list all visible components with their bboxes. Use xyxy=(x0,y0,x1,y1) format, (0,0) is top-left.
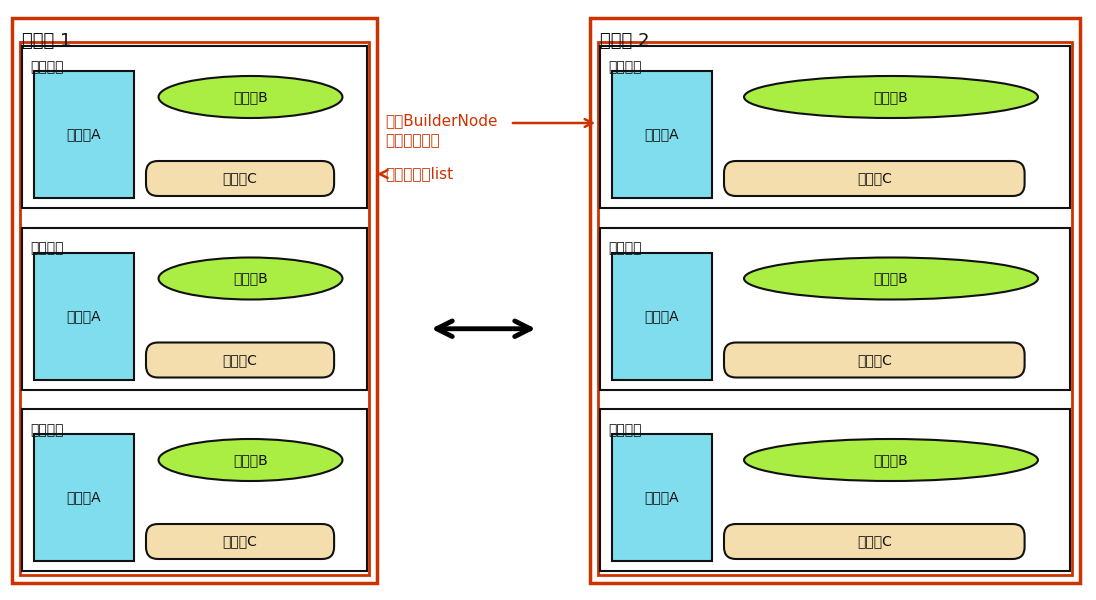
Text: 复用组件: 复用组件 xyxy=(30,423,64,437)
Text: 子组件B: 子组件B xyxy=(874,90,909,104)
Text: 子组件C: 子组件C xyxy=(857,353,892,367)
Text: 子组件A: 子组件A xyxy=(644,309,680,323)
Text: 复用组件: 复用组件 xyxy=(608,423,641,437)
FancyBboxPatch shape xyxy=(724,524,1025,559)
Text: 父组件 1: 父组件 1 xyxy=(22,32,71,50)
Ellipse shape xyxy=(159,439,342,481)
Text: 子组件A: 子组件A xyxy=(644,491,680,505)
FancyBboxPatch shape xyxy=(724,161,1025,196)
FancyBboxPatch shape xyxy=(724,343,1025,377)
Bar xyxy=(600,227,1070,389)
Bar xyxy=(612,434,712,561)
Text: 子组件C: 子组件C xyxy=(222,172,258,185)
Text: 子组件B: 子组件B xyxy=(874,453,909,467)
Bar xyxy=(34,71,134,198)
Bar xyxy=(20,42,369,575)
FancyBboxPatch shape xyxy=(146,161,334,196)
Text: 子组件C: 子组件C xyxy=(857,172,892,185)
Text: 子组件C: 子组件C xyxy=(857,535,892,548)
Text: 子组件B: 子组件B xyxy=(233,90,267,104)
Text: 复用组件: 复用组件 xyxy=(608,241,641,256)
Bar xyxy=(22,409,367,571)
Text: 复用类型为list: 复用类型为list xyxy=(385,166,453,181)
Bar xyxy=(22,227,367,389)
Text: 使用BuilderNode: 使用BuilderNode xyxy=(385,113,498,128)
Text: 子组件A: 子组件A xyxy=(644,127,680,142)
Text: 子组件B: 子组件B xyxy=(233,271,267,286)
Ellipse shape xyxy=(744,257,1038,299)
Ellipse shape xyxy=(744,439,1038,481)
Text: 子组件A: 子组件A xyxy=(67,309,101,323)
Bar xyxy=(12,18,377,583)
Bar xyxy=(612,253,712,379)
Text: 子组件A: 子组件A xyxy=(67,127,101,142)
Text: 复用组件: 复用组件 xyxy=(30,60,64,74)
Bar xyxy=(600,46,1070,208)
Text: 子组件A: 子组件A xyxy=(67,491,101,505)
Bar xyxy=(34,434,134,561)
Text: 子组件C: 子组件C xyxy=(222,353,258,367)
Text: 子组件C: 子组件C xyxy=(222,535,258,548)
Bar xyxy=(612,71,712,198)
Text: 复用组件: 复用组件 xyxy=(30,241,64,256)
FancyBboxPatch shape xyxy=(146,343,334,377)
Text: 自定义缓存池: 自定义缓存池 xyxy=(385,133,439,148)
Text: 子组件B: 子组件B xyxy=(874,271,909,286)
Bar xyxy=(22,46,367,208)
Bar xyxy=(598,42,1072,575)
Ellipse shape xyxy=(159,76,342,118)
Text: 父组件 2: 父组件 2 xyxy=(600,32,650,50)
Bar xyxy=(600,409,1070,571)
Bar xyxy=(34,253,134,379)
Ellipse shape xyxy=(159,257,342,299)
Text: 子组件B: 子组件B xyxy=(233,453,267,467)
Text: 复用组件: 复用组件 xyxy=(608,60,641,74)
FancyBboxPatch shape xyxy=(146,524,334,559)
Ellipse shape xyxy=(744,76,1038,118)
Bar xyxy=(590,18,1080,583)
